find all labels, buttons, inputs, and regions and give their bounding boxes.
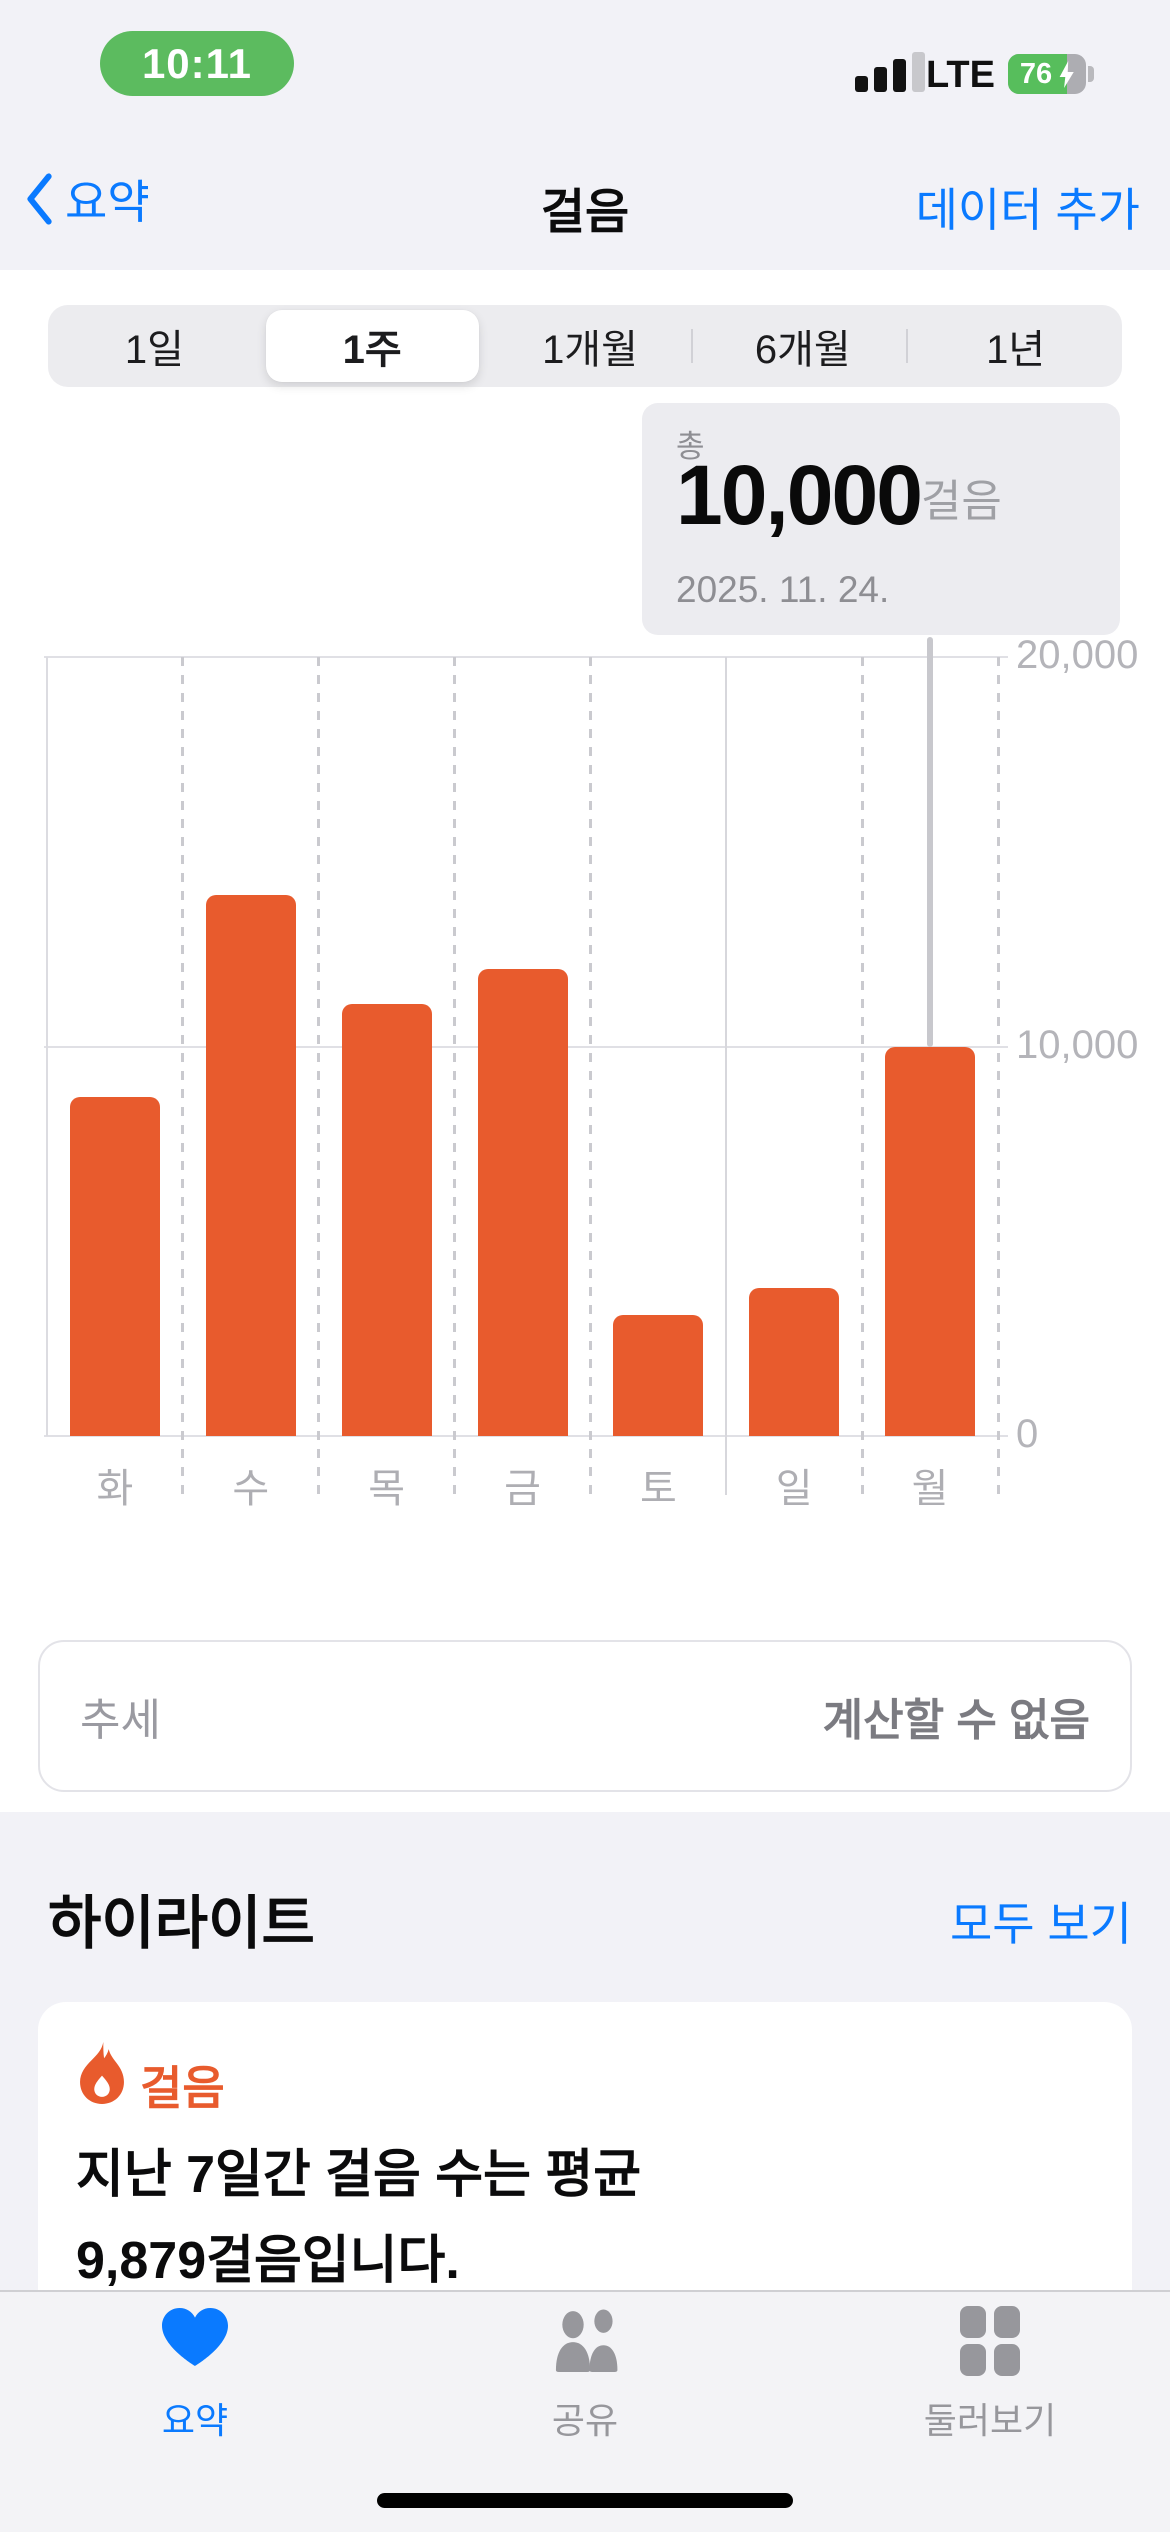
tooltip-label: 총 bbox=[676, 429, 705, 464]
x-axis-label: 수 bbox=[232, 1467, 270, 1511]
y-axis-tick-label: 10,000 bbox=[1016, 1022, 1139, 1067]
add-data-button[interactable]: 데이터 추가 bbox=[915, 184, 1140, 236]
people-icon bbox=[555, 2309, 618, 2372]
home-indicator[interactable] bbox=[377, 2493, 793, 2508]
bar-일[interactable] bbox=[749, 1287, 840, 1436]
x-axis-label: 월 bbox=[911, 1467, 949, 1511]
segment-1week[interactable]: 1주 bbox=[265, 310, 479, 382]
battery-cap bbox=[1088, 66, 1094, 82]
bar-금[interactable] bbox=[477, 968, 568, 1436]
charging-bolt-icon bbox=[1059, 61, 1074, 88]
steps-bar-chart[interactable]: 0 10,000 20,000 화 수 목 금 토 일 월 bbox=[0, 0, 1170, 1560]
highlight-category: 걸음 bbox=[140, 2062, 225, 2114]
period-segmented-control: 1일 1주 1개월 6개월 1년 bbox=[48, 305, 1122, 387]
battery-percent: 76 bbox=[1019, 57, 1053, 90]
back-label: 요약 bbox=[65, 176, 150, 228]
gridline-v-dashed bbox=[860, 657, 864, 1495]
tab-browse-label[interactable]: 둘러보기 bbox=[923, 2400, 1057, 2441]
battery-fill bbox=[1008, 54, 1067, 94]
gridline-h bbox=[44, 1435, 1008, 1437]
y-axis-tick-label: 0 bbox=[1016, 1412, 1039, 1456]
signal-bar bbox=[912, 52, 925, 92]
segment-divider bbox=[691, 329, 693, 363]
highlights-title: 하이라이트 bbox=[48, 1891, 315, 1956]
x-axis-label: 금 bbox=[504, 1467, 541, 1511]
battery-icon: 76 bbox=[1008, 54, 1086, 94]
selected-bar-marker-line bbox=[927, 637, 934, 1047]
bar-화[interactable] bbox=[69, 1097, 160, 1436]
highlight-text-line2: 9,879걸음입니다. bbox=[76, 2232, 460, 2290]
plot-left-edge bbox=[46, 657, 48, 1436]
carrier-label: LTE bbox=[926, 54, 995, 96]
bar-월[interactable] bbox=[885, 1046, 976, 1436]
trend-row[interactable]: 추세 계산할 수 없음 bbox=[38, 1640, 1132, 1792]
segment-1year[interactable]: 1년 bbox=[986, 328, 1046, 372]
x-axis-label: 일 bbox=[775, 1467, 813, 1511]
back-button[interactable]: 요약 bbox=[25, 166, 150, 232]
tab-sharing[interactable] bbox=[548, 2308, 624, 2377]
gridline-v-dashed bbox=[588, 657, 592, 1495]
tab-bar: 요약 공유 둘러보기 bbox=[0, 2290, 1170, 2532]
tab-summary-label[interactable]: 요약 bbox=[161, 2400, 229, 2441]
gridline-v-dashed bbox=[317, 657, 321, 1495]
tab-sharing-label[interactable]: 공유 bbox=[551, 2400, 619, 2441]
segment-1day[interactable]: 1일 bbox=[124, 328, 184, 372]
heart-icon bbox=[162, 2308, 228, 2366]
gridline-v-dashed bbox=[453, 657, 457, 1495]
gridline-h bbox=[44, 656, 1008, 658]
selection-tooltip: 총 10,000 걸음 2025. 11. 24. bbox=[642, 403, 1120, 635]
status-time: 10:11 bbox=[141, 39, 253, 87]
highlight-text-line1: 지난 7일간 걸음 수는 평균 bbox=[76, 2146, 642, 2204]
cellular-signal-icon bbox=[855, 52, 925, 92]
x-axis-label: 화 bbox=[96, 1467, 134, 1511]
bar-수[interactable] bbox=[205, 894, 296, 1436]
segment-6months[interactable]: 6개월 bbox=[754, 328, 851, 372]
x-axis-label: 토 bbox=[639, 1467, 677, 1511]
chevron-left-icon bbox=[27, 173, 52, 225]
segment-divider bbox=[906, 329, 908, 363]
tooltip-unit: 걸음 bbox=[920, 477, 1002, 527]
tab-summary[interactable] bbox=[162, 2308, 228, 2373]
page-title: 걸음 bbox=[540, 186, 630, 239]
trend-label: 추세 bbox=[80, 1696, 161, 1745]
flame-icon bbox=[80, 2042, 124, 2104]
x-axis-label: 목 bbox=[368, 1467, 406, 1511]
signal-bar bbox=[893, 59, 906, 92]
gridline-v-solid bbox=[725, 657, 728, 1495]
gridline-v-dashed bbox=[996, 657, 1000, 1495]
y-axis-tick-label: 20,000 bbox=[1016, 633, 1139, 677]
tooltip-value: 10,000 bbox=[676, 448, 923, 542]
tooltip-date: 2025. 11. 24. bbox=[676, 569, 890, 610]
see-all-button[interactable]: 모두 보기 bbox=[949, 1898, 1132, 1950]
bar-목[interactable] bbox=[341, 1003, 432, 1436]
grid-icon bbox=[960, 2306, 1020, 2376]
signal-bar bbox=[855, 76, 868, 92]
segment-1month[interactable]: 1개월 bbox=[542, 328, 638, 372]
top-area: 10:11 LTE 76 요약 걸음 데이터 추가 bbox=[0, 0, 1170, 270]
bar-토[interactable] bbox=[613, 1315, 704, 1436]
status-time-pill: 10:11 bbox=[100, 31, 294, 96]
tab-browse[interactable] bbox=[960, 2306, 1020, 2381]
gridline-v-dashed bbox=[181, 657, 185, 1495]
signal-bar bbox=[874, 67, 887, 92]
trend-value: 계산할 수 없음 bbox=[822, 1696, 1090, 1745]
